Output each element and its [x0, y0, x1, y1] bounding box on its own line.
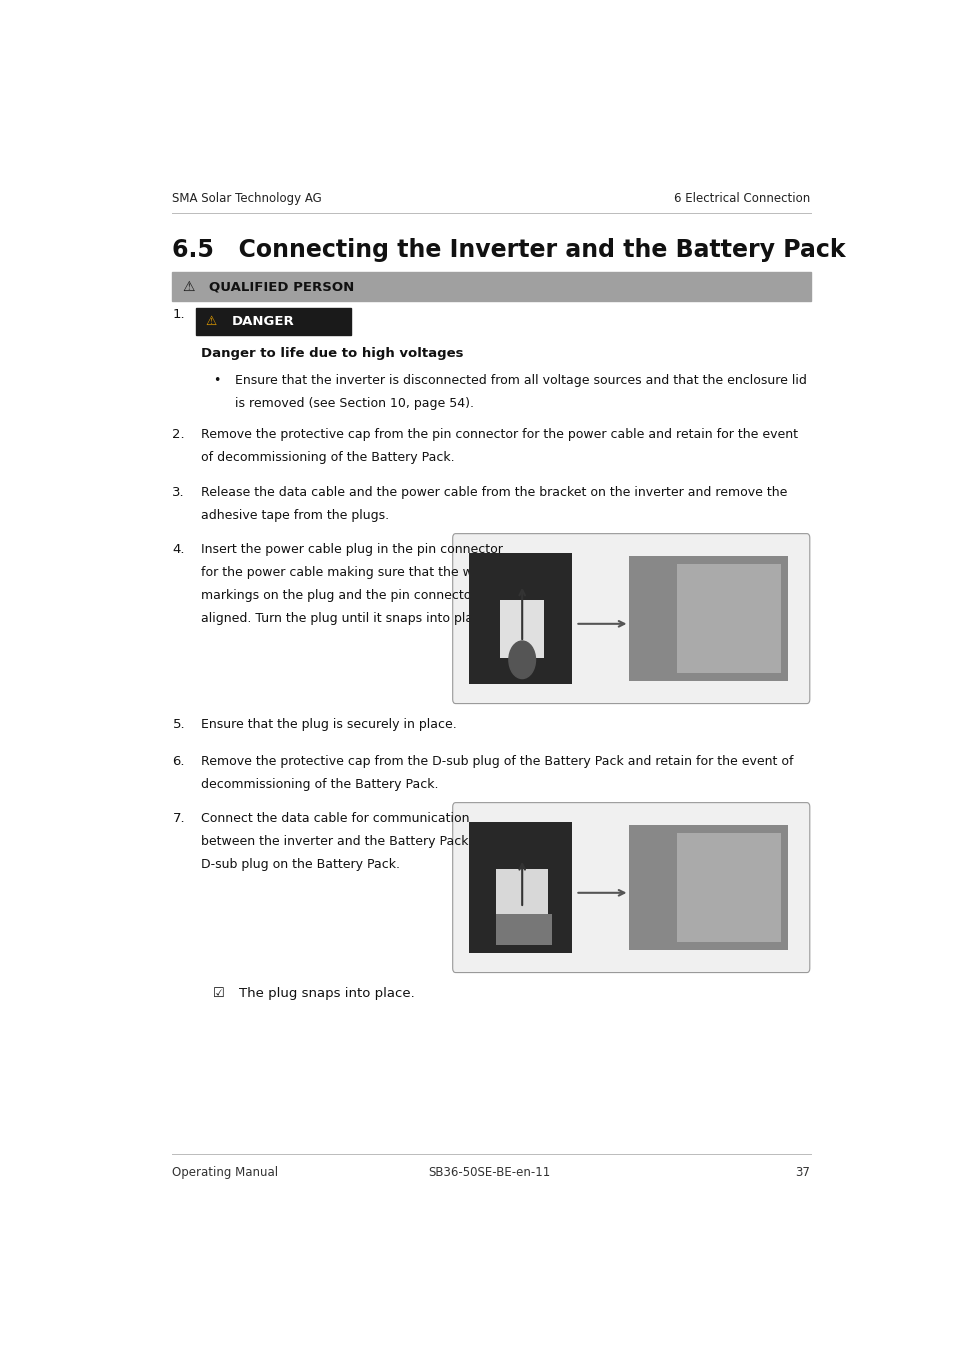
- Text: markings on the plug and the pin connector are: markings on the plug and the pin connect…: [200, 589, 500, 603]
- Text: Ensure that the plug is securely in place.: Ensure that the plug is securely in plac…: [200, 718, 456, 731]
- Text: 6.5   Connecting the Inverter and the Battery Pack: 6.5 Connecting the Inverter and the Batt…: [172, 237, 845, 261]
- Text: 37: 37: [795, 1167, 810, 1179]
- Text: 3.: 3.: [172, 486, 185, 498]
- Text: is removed (see Section 10, page 54).: is removed (see Section 10, page 54).: [235, 397, 474, 410]
- Text: Remove the protective cap from the D-sub plug of the Battery Pack and retain for: Remove the protective cap from the D-sub…: [200, 754, 792, 768]
- Text: •: •: [213, 374, 220, 387]
- Text: of decommissioning of the Battery Pack.: of decommissioning of the Battery Pack.: [200, 451, 454, 464]
- Bar: [677, 833, 781, 942]
- Bar: [629, 555, 787, 681]
- Text: for the power cable making sure that the white: for the power cable making sure that the…: [200, 566, 496, 580]
- Bar: [469, 554, 572, 684]
- Text: decommissioning of the Battery Pack.: decommissioning of the Battery Pack.: [200, 777, 437, 791]
- Text: between the inverter and the Battery Pack to the: between the inverter and the Battery Pac…: [200, 835, 509, 848]
- Text: Insert the power cable plug in the pin connector: Insert the power cable plug in the pin c…: [200, 543, 502, 556]
- Circle shape: [508, 640, 535, 678]
- Bar: [172, 272, 810, 301]
- Text: 7.: 7.: [172, 812, 185, 825]
- Text: Remove the protective cap from the pin connector for the power cable and retain : Remove the protective cap from the pin c…: [200, 428, 797, 441]
- Text: Danger to life due to high voltages: Danger to life due to high voltages: [200, 347, 462, 360]
- Text: Operating Manual: Operating Manual: [172, 1167, 278, 1179]
- Bar: [196, 309, 351, 334]
- Text: 4.: 4.: [172, 543, 185, 556]
- Text: aligned. Turn the plug until it snaps into place.: aligned. Turn the plug until it snaps in…: [200, 612, 491, 624]
- Text: The plug snaps into place.: The plug snaps into place.: [239, 987, 415, 1001]
- Text: D-sub plug on the Battery Pack.: D-sub plug on the Battery Pack.: [200, 858, 399, 871]
- Text: Release the data cable and the power cable from the bracket on the inverter and : Release the data cable and the power cab…: [200, 486, 786, 498]
- Text: 5.: 5.: [172, 718, 185, 731]
- Bar: [496, 914, 551, 945]
- Bar: [677, 563, 781, 673]
- Text: SMA Solar Technology AG: SMA Solar Technology AG: [172, 192, 322, 204]
- Text: ⚠: ⚠: [182, 279, 194, 294]
- FancyBboxPatch shape: [453, 533, 809, 704]
- Bar: [469, 822, 572, 953]
- Bar: [629, 825, 787, 949]
- FancyBboxPatch shape: [453, 803, 809, 972]
- Text: 2.: 2.: [172, 428, 185, 441]
- Text: Ensure that the inverter is disconnected from all voltage sources and that the e: Ensure that the inverter is disconnected…: [235, 374, 806, 387]
- Text: adhesive tape from the plugs.: adhesive tape from the plugs.: [200, 509, 388, 521]
- Text: QUALIFIED PERSON: QUALIFIED PERSON: [210, 280, 355, 292]
- Text: DANGER: DANGER: [232, 315, 294, 328]
- Bar: [499, 600, 544, 658]
- Text: ☑: ☑: [213, 987, 225, 1001]
- Text: ⚠: ⚠: [205, 315, 216, 328]
- Text: 6.: 6.: [172, 754, 185, 768]
- Text: 6 Electrical Connection: 6 Electrical Connection: [674, 192, 810, 204]
- Text: 1.: 1.: [172, 309, 185, 321]
- Bar: [496, 869, 547, 926]
- Text: Connect the data cable for communication: Connect the data cable for communication: [200, 812, 469, 825]
- Text: SB36-50SE-BE-en-11: SB36-50SE-BE-en-11: [427, 1167, 550, 1179]
